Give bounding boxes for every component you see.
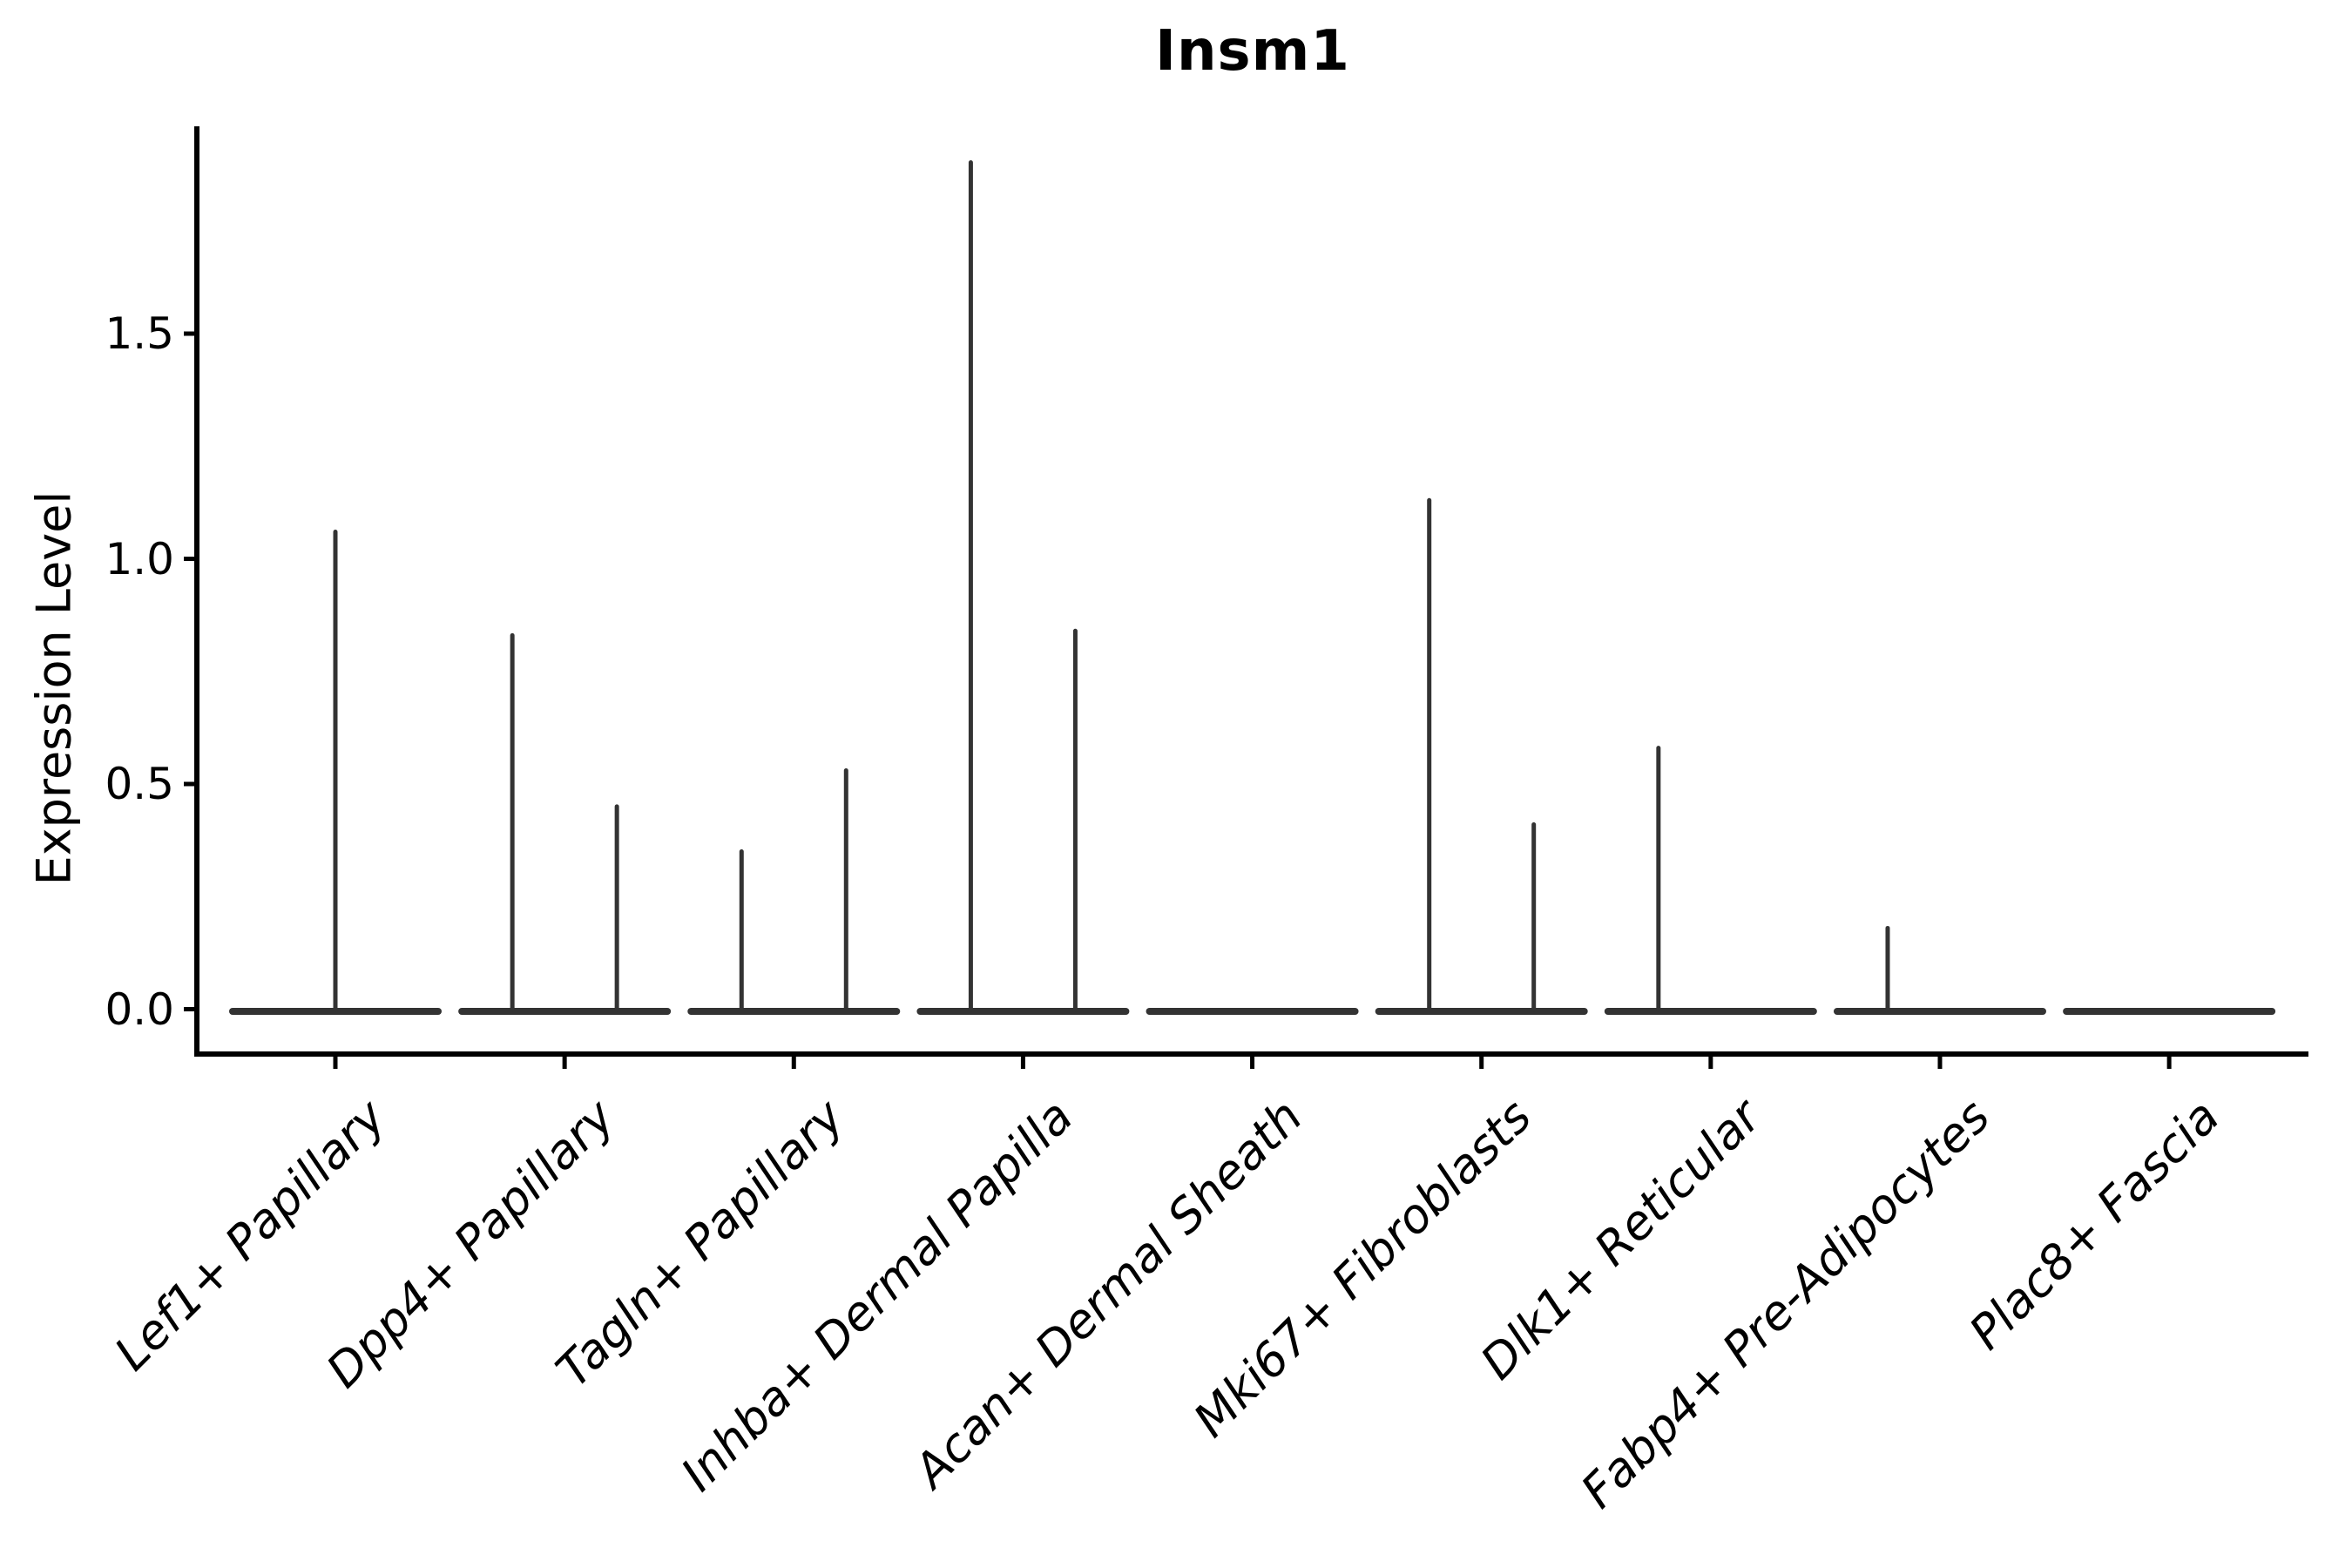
y-tick-label: 1.0 xyxy=(105,533,174,585)
chart-title: Insm1 xyxy=(1155,19,1350,84)
y-tick-label: 0.5 xyxy=(105,759,174,809)
y-tick-label: 1.5 xyxy=(105,308,174,359)
y-tick-label: 0.0 xyxy=(105,983,174,1035)
